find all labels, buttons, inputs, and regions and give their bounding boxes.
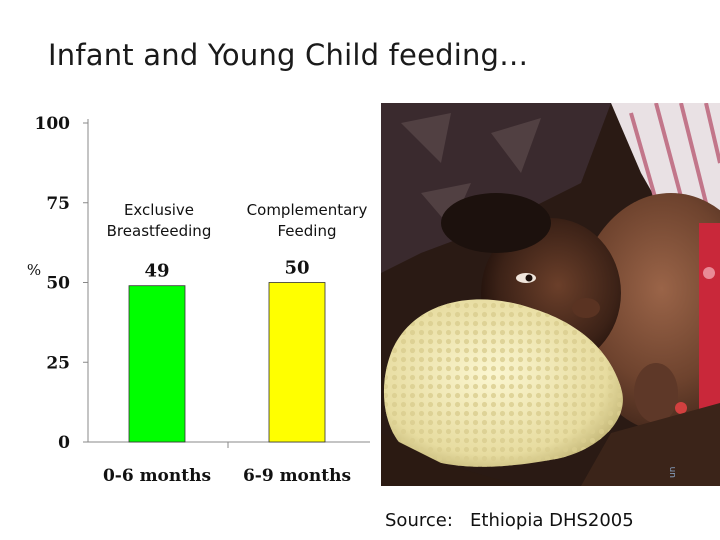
breastfeeding-photo xyxy=(381,103,720,486)
y-tick-label: 0 xyxy=(58,433,70,453)
bar-chart: 0 25 50 75 100% 49 0-6 months Exclusive Breastf… xyxy=(27,114,370,486)
x-tick-label: 0-6 months xyxy=(103,466,211,486)
bar-annotation: Breastfeeding xyxy=(107,222,212,240)
data-label: 49 xyxy=(144,261,169,282)
y-tick-label: 75 xyxy=(46,194,70,214)
source-note: Source: Ethiopia DHS2005 xyxy=(385,510,634,531)
bar-annotation: Feeding xyxy=(278,222,337,240)
bar-6-9 months xyxy=(268,282,326,443)
bar-annotation: Complementary xyxy=(247,201,368,219)
y-tick-label: 25 xyxy=(46,353,70,373)
y-tick-label: 100 xyxy=(35,114,71,134)
bar-0-6 months xyxy=(128,285,186,443)
x-tick-label: 6-9 months xyxy=(243,466,351,486)
y-axis-label: % xyxy=(27,261,41,279)
slide-title: Infant and Young Child feeding… xyxy=(48,38,529,72)
data-label: 50 xyxy=(284,258,309,279)
y-tick-label: 50 xyxy=(46,274,70,294)
photo-caption-fragment: un xyxy=(668,466,678,478)
bar-annotation: Exclusive xyxy=(124,201,194,219)
